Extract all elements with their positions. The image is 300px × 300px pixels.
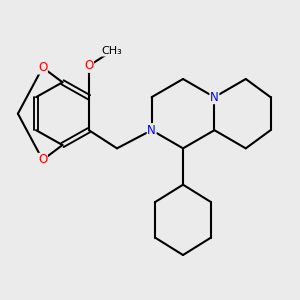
Text: N: N [210, 91, 219, 104]
Text: O: O [38, 61, 47, 74]
Text: N: N [147, 124, 156, 137]
Text: O: O [84, 59, 94, 72]
Text: CH₃: CH₃ [102, 46, 122, 56]
Text: O: O [38, 153, 47, 167]
